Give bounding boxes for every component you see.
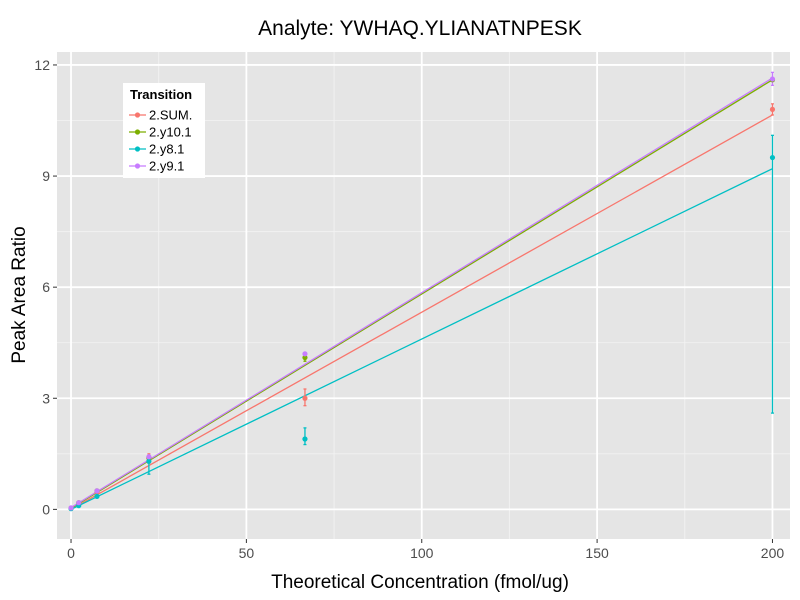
major-gridlines xyxy=(57,52,790,539)
data-point xyxy=(769,106,776,113)
y-axis-ticks: 0 3 6 9 12 xyxy=(34,57,57,517)
data-point xyxy=(146,458,152,464)
chart-title: Analyte: YWHAQ.YLIANATNPESK xyxy=(258,17,582,40)
y-tick-label: 0 xyxy=(42,501,50,517)
data-point xyxy=(146,454,152,460)
legend: Transition 2.SUM. 2.y10.1 2.y8.1 2.y9.1 xyxy=(123,83,205,178)
y-tick-label: 9 xyxy=(42,168,50,184)
data-point xyxy=(769,76,776,82)
x-axis-ticks: 0 50 100 150 200 xyxy=(67,539,784,561)
x-tick-label: 100 xyxy=(410,545,434,561)
fit-line xyxy=(70,79,773,509)
data-point xyxy=(76,500,82,506)
x-tick-label: 150 xyxy=(585,545,609,561)
data-point xyxy=(68,505,74,511)
x-tick-label: 0 xyxy=(67,545,75,561)
data-point xyxy=(302,354,308,361)
y-tick-label: 6 xyxy=(42,279,50,295)
legend-label: 2.y10.1 xyxy=(149,125,192,140)
fit-line xyxy=(70,77,773,509)
data-point xyxy=(302,351,308,357)
legend-label: 2.y9.1 xyxy=(149,159,184,174)
legend-label: 2.y8.1 xyxy=(149,142,184,157)
legend-title: Transition xyxy=(130,87,192,102)
data-point xyxy=(94,488,100,494)
x-tick-label: 200 xyxy=(761,545,785,561)
legend-key-dot xyxy=(134,163,141,169)
fit-line xyxy=(70,168,773,510)
data-point xyxy=(302,395,308,401)
legend-label: 2.SUM. xyxy=(149,108,192,123)
x-axis-title: Theoretical Concentration (fmol/ug) xyxy=(271,572,569,593)
legend-items: 2.SUM. 2.y10.1 2.y8.1 2.y9.1 xyxy=(129,108,192,174)
fit-line xyxy=(70,114,773,510)
legend-key-dot xyxy=(134,146,141,152)
y-axis-title: Peak Area Ratio xyxy=(9,226,30,363)
y-tick-label: 3 xyxy=(42,390,50,406)
legend-key-dot xyxy=(134,112,141,118)
data-point xyxy=(94,493,100,500)
legend-key-dot xyxy=(134,129,141,135)
y-tick-label: 12 xyxy=(34,57,50,73)
data-point xyxy=(302,436,308,442)
data-points xyxy=(68,76,776,512)
data-point xyxy=(769,154,776,161)
fit-lines xyxy=(70,77,773,510)
x-tick-label: 50 xyxy=(239,545,255,561)
